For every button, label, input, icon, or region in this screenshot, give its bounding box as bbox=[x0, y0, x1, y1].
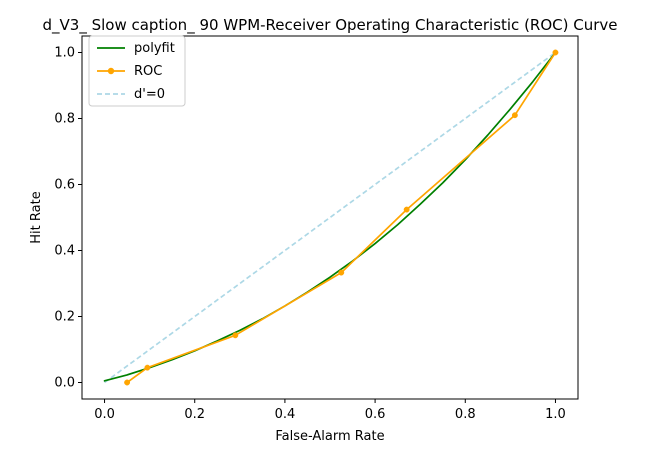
y-tick-label: 0.0 bbox=[54, 376, 75, 391]
x-axis-label: False-Alarm Rate bbox=[275, 429, 384, 444]
legend: polyfit ROC d'=0 bbox=[88, 35, 186, 107]
x-axis: 0.0 0.2 0.4 0.6 0.8 1.0 bbox=[94, 399, 566, 422]
x-tick-label: 0.4 bbox=[275, 407, 296, 422]
x-tick-label: 0.6 bbox=[365, 407, 386, 422]
legend-marker-roc bbox=[107, 67, 115, 75]
legend-items: polyfit ROC d'=0 bbox=[97, 41, 175, 102]
series-point-roc bbox=[403, 206, 410, 213]
x-tick-label: 0.8 bbox=[455, 407, 476, 422]
y-tick-label: 0.2 bbox=[54, 310, 75, 325]
legend-label-polyfit: polyfit bbox=[134, 41, 175, 56]
y-tick-label: 0.6 bbox=[54, 178, 75, 193]
legend-box bbox=[88, 35, 186, 107]
y-axis: 0.0 0.2 0.4 0.6 0.8 1.0 bbox=[54, 46, 82, 391]
series-line-d-0 bbox=[104, 51, 556, 384]
series-point-roc bbox=[124, 379, 131, 386]
x-tick-label: 0.0 bbox=[94, 407, 115, 422]
legend-label-d-0: d'=0 bbox=[134, 87, 165, 102]
chart-title: d_V3_ Slow caption_ 90 WPM-Receiver Oper… bbox=[43, 16, 618, 35]
y-axis-label: Hit Rate bbox=[29, 191, 44, 243]
series-point-roc bbox=[338, 269, 345, 276]
series-layer bbox=[103, 49, 559, 386]
series-point-roc bbox=[511, 112, 518, 119]
y-tick-label: 0.4 bbox=[54, 244, 75, 259]
series-point-roc bbox=[144, 364, 151, 371]
x-tick-label: 1.0 bbox=[545, 407, 566, 422]
series-point-roc bbox=[232, 332, 239, 339]
y-tick-label: 1.0 bbox=[54, 46, 75, 61]
series-line-polyfit bbox=[103, 51, 557, 382]
series-point-roc bbox=[552, 49, 559, 56]
x-tick-label: 0.2 bbox=[184, 407, 205, 422]
y-tick-label: 0.8 bbox=[54, 112, 75, 127]
legend-label-roc: ROC bbox=[134, 64, 162, 79]
